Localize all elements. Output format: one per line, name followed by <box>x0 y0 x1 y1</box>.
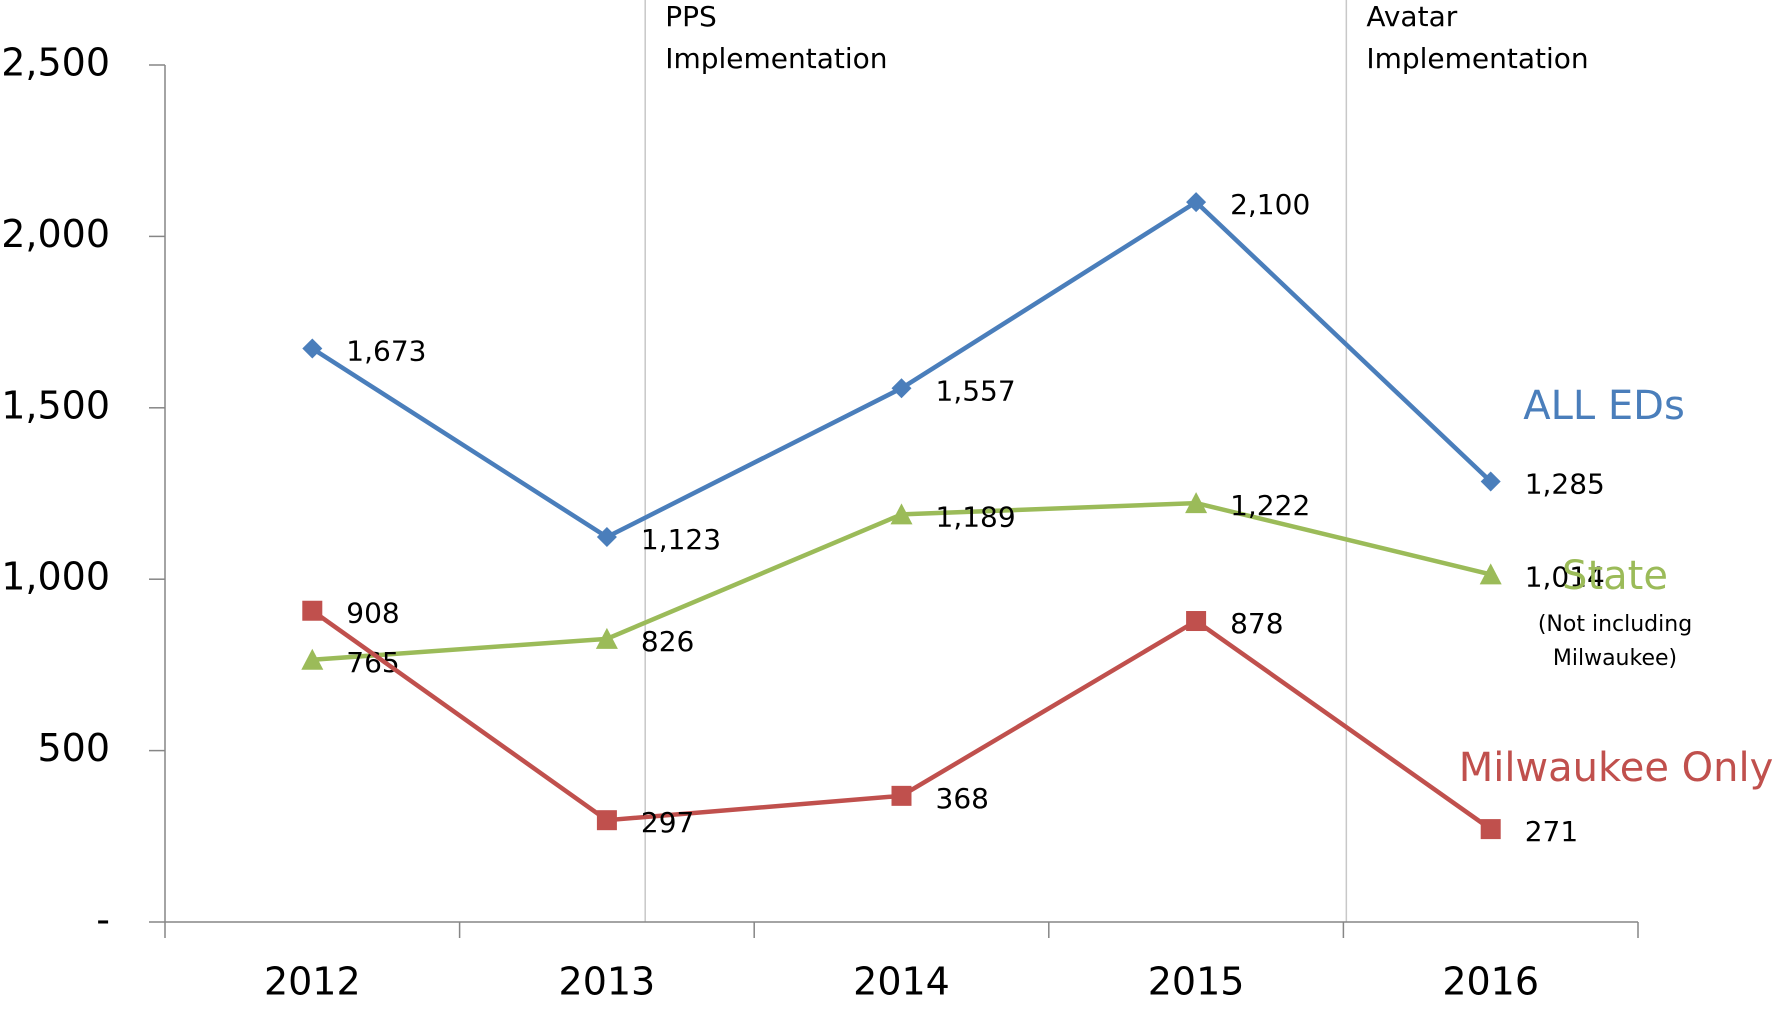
annotation-text: Implementation <box>665 42 887 75</box>
point <box>596 527 617 548</box>
data-label: 1,189 <box>936 500 1016 533</box>
data-label: 271 <box>1525 815 1578 848</box>
x-tick-label: 2013 <box>559 960 656 1004</box>
annotation-text: PPS <box>665 0 717 33</box>
annotation-text: Implementation <box>1366 42 1588 75</box>
y-tick-label: 500 <box>37 726 110 770</box>
series-note: Milwaukee) <box>1553 646 1677 671</box>
series-note: (Not including <box>1538 612 1692 637</box>
series-line <box>312 500 1492 663</box>
point <box>1480 819 1501 840</box>
point <box>302 338 323 359</box>
data-label: 878 <box>1230 607 1283 640</box>
data-label: 1,222 <box>1230 489 1310 522</box>
point <box>596 810 617 831</box>
point <box>891 785 912 806</box>
point <box>1186 192 1207 213</box>
point <box>891 378 912 399</box>
series-line <box>311 199 1493 540</box>
y-tick-label: 2,500 <box>1 41 110 85</box>
annotation-text: Avatar <box>1366 0 1457 33</box>
y-tick-label: 1,000 <box>1 555 110 599</box>
data-label: 368 <box>936 782 989 815</box>
y-tick-label: - <box>96 898 110 942</box>
x-tick-label: 2014 <box>853 960 950 1004</box>
data-label: 1,285 <box>1525 468 1605 501</box>
point <box>1186 611 1207 632</box>
data-label: 1,673 <box>346 334 426 367</box>
x-tick-label: 2012 <box>264 960 361 1004</box>
data-label: 908 <box>346 597 399 630</box>
point <box>301 648 324 670</box>
y-tick-label: 2,000 <box>1 212 110 256</box>
data-label: 1,014 <box>1525 560 1605 593</box>
x-tick-label: 2016 <box>1442 960 1539 1004</box>
data-label: 1,557 <box>936 374 1016 407</box>
data-label: 826 <box>641 625 694 658</box>
data-label: 297 <box>641 806 694 839</box>
point <box>1479 563 1502 585</box>
point <box>1185 492 1208 514</box>
series-label: Milwaukee Only <box>1459 745 1774 791</box>
data-label: 2,100 <box>1230 188 1310 221</box>
point <box>1480 471 1501 492</box>
point <box>302 600 323 621</box>
data-label: 765 <box>346 646 399 679</box>
y-tick-label: 1,500 <box>1 383 110 427</box>
series-label: State <box>1562 553 1668 599</box>
x-tick-label: 2015 <box>1148 960 1245 1004</box>
point <box>595 627 618 649</box>
series-label: ALL EDs <box>1523 383 1685 429</box>
point <box>890 503 913 525</box>
data-label: 1,123 <box>641 523 721 556</box>
